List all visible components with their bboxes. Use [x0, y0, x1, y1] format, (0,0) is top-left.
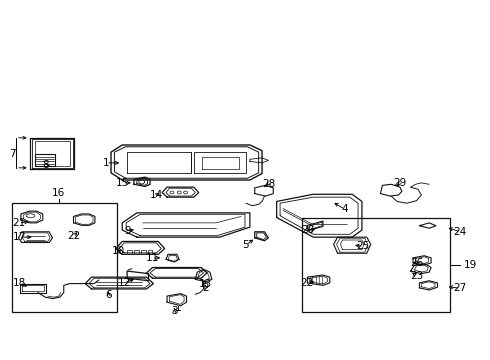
- Text: 28: 28: [262, 179, 275, 189]
- Text: 19: 19: [464, 260, 477, 270]
- Text: 1: 1: [103, 158, 109, 168]
- Text: 20: 20: [301, 225, 314, 235]
- Text: 22: 22: [67, 231, 80, 242]
- Bar: [12, 203, 117, 312]
- Text: 4: 4: [342, 204, 348, 214]
- Text: 25: 25: [356, 241, 369, 251]
- Text: 10: 10: [112, 247, 125, 256]
- Text: 9: 9: [125, 226, 131, 236]
- Text: 29: 29: [393, 178, 407, 188]
- Text: 23: 23: [410, 271, 423, 281]
- Text: 21: 21: [12, 218, 25, 228]
- Text: 2: 2: [203, 283, 209, 293]
- Text: 22: 22: [301, 278, 314, 288]
- Text: 14: 14: [150, 190, 163, 200]
- Text: 27: 27: [454, 283, 467, 293]
- Text: 16: 16: [52, 188, 66, 198]
- Text: 26: 26: [410, 258, 423, 268]
- Text: 11: 11: [146, 253, 159, 263]
- Text: 15: 15: [116, 178, 129, 188]
- Text: 17: 17: [13, 232, 26, 242]
- Text: 5: 5: [243, 240, 249, 250]
- Text: 7: 7: [9, 149, 15, 158]
- Bar: [302, 217, 450, 312]
- Text: 6: 6: [105, 290, 112, 300]
- Text: 3: 3: [171, 306, 178, 316]
- Text: 12: 12: [118, 278, 131, 288]
- Text: 8: 8: [42, 160, 49, 170]
- Text: 18: 18: [13, 278, 26, 288]
- Text: 13: 13: [198, 279, 212, 289]
- Text: 24: 24: [454, 227, 467, 237]
